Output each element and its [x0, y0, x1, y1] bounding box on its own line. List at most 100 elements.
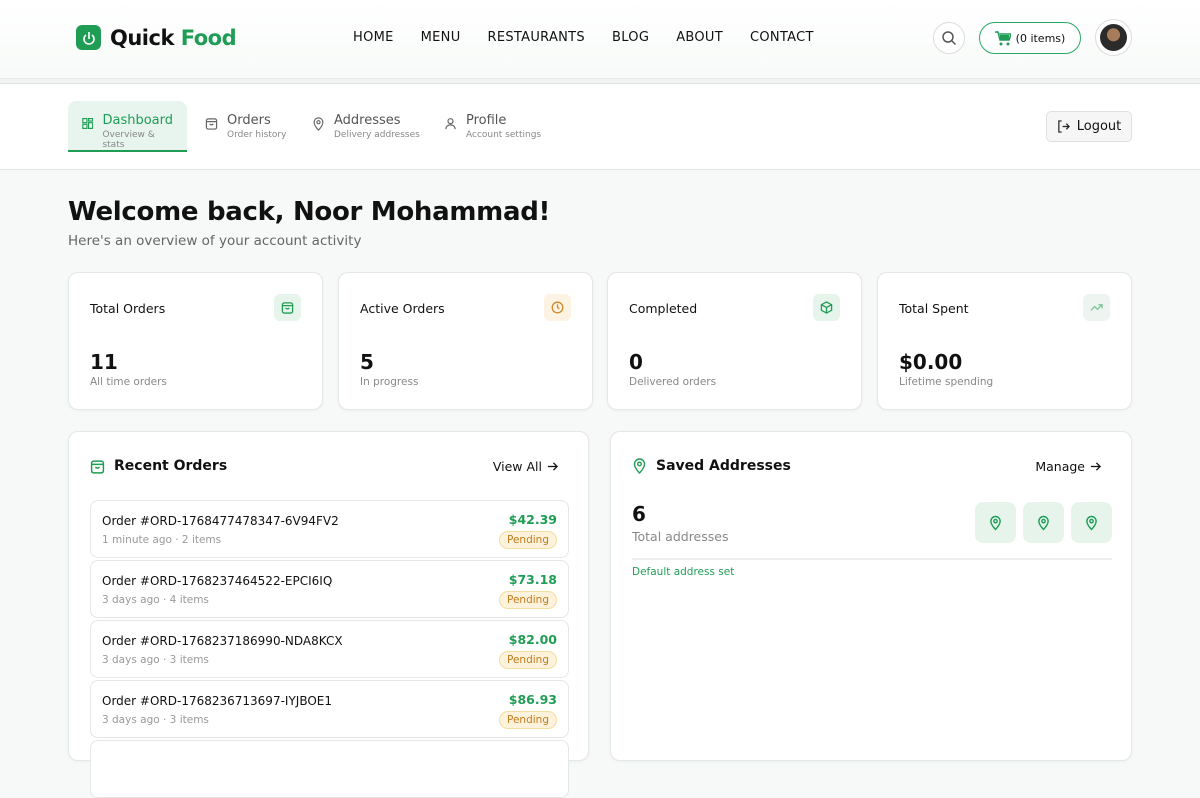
stat-note: All time orders [90, 376, 167, 388]
stat-value: 5 [360, 350, 374, 374]
order-row[interactable] [90, 740, 569, 798]
trending-up-icon [1083, 294, 1110, 321]
divider [632, 558, 1112, 560]
bag-icon [205, 118, 218, 130]
main-nav: HOME MENU RESTAURANTS BLOG ABOUT CONTACT [353, 30, 814, 45]
order-id: Order #ORD-1768236713697-IYJBOE1 [102, 694, 332, 708]
search-icon [942, 31, 957, 46]
cart-icon [994, 30, 1011, 45]
order-amount: $82.00 [508, 632, 557, 647]
pin-icon [1086, 515, 1097, 530]
stat-label: Completed [629, 301, 698, 316]
tab-dashboard[interactable]: Dashboard Overview & stats [68, 101, 187, 152]
pin-icon [313, 117, 324, 131]
tab-label: Orders [227, 113, 271, 128]
logout-button[interactable]: Logout [1046, 111, 1132, 142]
manage-link[interactable]: Manage [1035, 459, 1101, 474]
nav-restaurants[interactable]: RESTAURANTS [487, 30, 585, 45]
tab-sublabel: Order history [227, 130, 287, 140]
stat-note: Delivered orders [629, 376, 717, 388]
cart-count: (0 items) [1015, 31, 1066, 45]
brand-name-accent: Food [180, 25, 237, 50]
stat-value: 0 [629, 350, 643, 374]
tab-profile[interactable]: Profile Account settings [430, 101, 555, 152]
order-id: Order #ORD-1768237186990-NDA8KCX [102, 634, 343, 648]
order-meta: 3 days ago · 3 items [102, 714, 209, 726]
status-badge: Pending [499, 651, 557, 669]
logout-label: Logout [1076, 119, 1122, 134]
dashboard-tabs: Dashboard Overview & stats Orders Order hi… [0, 85, 1200, 170]
nav-contact[interactable]: CONTACT [749, 30, 814, 45]
stat-value: $0.00 [899, 350, 963, 374]
nav-menu[interactable]: MENU [420, 30, 461, 45]
nav-about[interactable]: ABOUT [676, 30, 723, 45]
logo-icon [76, 25, 101, 50]
address-pin-2[interactable] [1023, 502, 1064, 543]
recent-orders-panel: Recent Orders View All Order #ORD-176847… [68, 431, 589, 798]
order-row[interactable]: Order #ORD-1768477478347-6V94FV2 1 minut… [90, 500, 569, 558]
order-meta: 3 days ago · 4 items [102, 594, 209, 606]
order-id: Order #ORD-1768477478347-6V94FV2 [102, 514, 339, 528]
tab-label: Dashboard [102, 113, 173, 128]
package-icon [813, 294, 840, 321]
stat-label: Active Orders [360, 301, 445, 316]
tab-sublabel: Overview & stats [102, 130, 155, 150]
user-icon [445, 118, 456, 130]
stat-value: 11 [90, 350, 118, 374]
bag-icon [90, 459, 105, 474]
cart-button[interactable]: (0 items) [979, 22, 1081, 54]
panel-title: Saved Addresses [656, 458, 791, 474]
status-badge: Pending [499, 711, 557, 729]
address-pin-3[interactable] [1071, 502, 1112, 543]
page-subtitle: Here's an overview of your account activ… [68, 233, 362, 249]
order-amount: $73.18 [508, 572, 557, 587]
stat-card-total-spent: Total Spent $0.00 Lifetime spending [877, 272, 1132, 410]
user-avatar[interactable] [1095, 19, 1132, 56]
order-row[interactable]: Order #ORD-1768237186990-NDA8KCX 3 days … [90, 620, 569, 678]
tab-addresses[interactable]: Addresses Delivery addresses [298, 101, 434, 152]
tab-orders[interactable]: Orders Order history [191, 101, 300, 152]
order-meta: 1 minute ago · 2 items [102, 534, 222, 546]
divider [0, 79, 1200, 84]
saved-addresses-panel: Saved Addresses Manage 6 Total addresses… [610, 431, 1132, 761]
tab-label: Profile [466, 113, 507, 128]
nav-blog[interactable]: BLOG [611, 30, 650, 45]
page-title: Welcome back, Noor Mohammad! [68, 197, 551, 227]
stat-card-total-orders: Total Orders 11 All time orders [68, 272, 323, 410]
bag-icon [274, 294, 301, 321]
search-button[interactable] [933, 22, 965, 54]
stat-note: Lifetime spending [899, 376, 994, 388]
grid-icon [82, 118, 94, 129]
tab-sublabel: Account settings [466, 130, 542, 140]
pin-icon [1038, 515, 1049, 530]
tab-label: Addresses [334, 113, 401, 128]
logout-icon [1057, 120, 1070, 133]
stat-note: In progress [360, 376, 419, 388]
stat-label: Total Orders [90, 301, 166, 316]
address-pin-1[interactable] [975, 502, 1016, 543]
order-row[interactable]: Order #ORD-1768236713697-IYJBOE1 3 days … [90, 680, 569, 738]
order-amount: $42.39 [508, 512, 557, 527]
arrow-right-icon [1090, 462, 1101, 471]
clock-icon [544, 294, 571, 321]
stat-label: Total Spent [899, 301, 969, 316]
view-all-link[interactable]: View All [493, 459, 558, 474]
stat-card-completed: Completed 0 Delivered orders [607, 272, 862, 410]
status-badge: Pending [499, 591, 557, 609]
order-meta: 3 days ago · 3 items [102, 654, 209, 666]
logo[interactable]: Quick Food [76, 25, 237, 50]
brand-name: Quick [110, 25, 174, 50]
order-amount: $86.93 [508, 692, 557, 707]
default-address-note: Default address set [632, 566, 735, 578]
order-id: Order #ORD-1768237464522-EPCI6IQ [102, 574, 333, 588]
arrow-right-icon [547, 462, 558, 471]
pin-icon [990, 515, 1001, 530]
address-count: 6 [632, 502, 646, 526]
pin-icon [633, 458, 646, 474]
status-badge: Pending [499, 531, 557, 549]
tab-sublabel: Delivery addresses [334, 130, 420, 140]
site-header: Quick Food HOME MENU RESTAURANTS BLOG AB… [0, 0, 1200, 79]
order-row[interactable]: Order #ORD-1768237464522-EPCI6IQ 3 days … [90, 560, 569, 618]
stat-card-active-orders: Active Orders 5 In progress [338, 272, 593, 410]
nav-home[interactable]: HOME [353, 30, 394, 45]
